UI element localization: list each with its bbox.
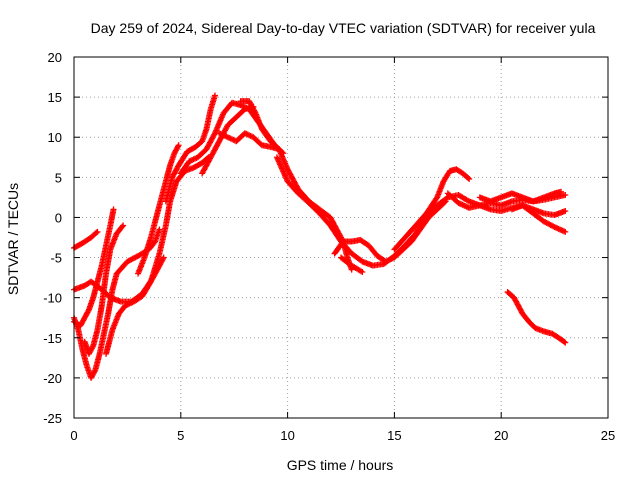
- data-point: [562, 228, 569, 235]
- y-tick-label: 20: [48, 50, 62, 65]
- data-points: [71, 92, 569, 381]
- x-tick-label: 25: [601, 428, 615, 443]
- data-point: [160, 254, 167, 261]
- plot-frame: [73, 56, 609, 419]
- series-arc-19: [508, 202, 569, 235]
- series-arc-14: [331, 198, 449, 265]
- data-point: [211, 92, 218, 99]
- x-tick-label: 5: [177, 428, 184, 443]
- data-point: [359, 268, 366, 275]
- data-point: [558, 188, 565, 195]
- series-arc-7: [135, 142, 182, 277]
- x-tick-label: 20: [494, 428, 508, 443]
- y-axis-label: SDTVAR / TECUs: [5, 183, 21, 295]
- data-point: [562, 191, 569, 198]
- data-point: [562, 339, 569, 346]
- x-axis-label: GPS time / hours: [287, 457, 394, 473]
- chart-title: Day 259 of 2024, Sidereal Day-to-day VTE…: [91, 20, 596, 36]
- series-arc-3: [71, 226, 163, 381]
- data-point: [147, 279, 154, 286]
- data-point: [119, 223, 126, 230]
- data-point: [562, 208, 569, 215]
- series-arc-20: [504, 289, 569, 346]
- data-point: [175, 142, 182, 149]
- series-arc-4: [71, 206, 117, 329]
- data-point: [85, 308, 92, 315]
- series-arc-10: [199, 103, 257, 177]
- data-point: [89, 344, 96, 351]
- data-point: [91, 368, 98, 375]
- data-point: [156, 226, 163, 233]
- data-point: [110, 206, 117, 213]
- series-arc-5: [81, 222, 127, 357]
- y-tick-label: -10: [43, 291, 62, 306]
- data-point: [550, 223, 557, 230]
- x-tick-label: 0: [70, 428, 77, 443]
- y-tick-label: -20: [43, 371, 62, 386]
- y-tick-label: 0: [55, 210, 62, 225]
- y-tick-label: -25: [43, 411, 62, 426]
- data-point: [93, 229, 100, 236]
- x-tick-label: 15: [387, 428, 401, 443]
- data-point: [174, 143, 181, 150]
- data-point: [160, 255, 166, 262]
- series-arc-8: [162, 92, 218, 205]
- data-point: [120, 222, 127, 229]
- y-tick-label: 15: [48, 90, 62, 105]
- data-point: [561, 338, 568, 345]
- data-point: [94, 228, 101, 235]
- data-point: [466, 175, 473, 182]
- y-tick-label: 10: [48, 130, 62, 145]
- series-arc-15: [338, 254, 366, 275]
- data-point: [465, 175, 472, 182]
- axis-ticks: 0 5 10 15 20 25 -25 -20 -15 -10 -5 0 5 10 15 20: [43, 50, 615, 443]
- data-point: [211, 131, 218, 138]
- y-tick-label: 5: [55, 170, 62, 185]
- x-tick-label: 10: [280, 428, 294, 443]
- y-tick-label: -5: [50, 251, 62, 266]
- y-tick-label: -15: [43, 331, 62, 346]
- series-arc-18: [476, 188, 565, 205]
- data-point: [358, 268, 365, 275]
- data-point: [443, 195, 450, 202]
- data-point: [464, 197, 471, 204]
- series-arc-6: [103, 154, 212, 357]
- data-point: [251, 108, 258, 115]
